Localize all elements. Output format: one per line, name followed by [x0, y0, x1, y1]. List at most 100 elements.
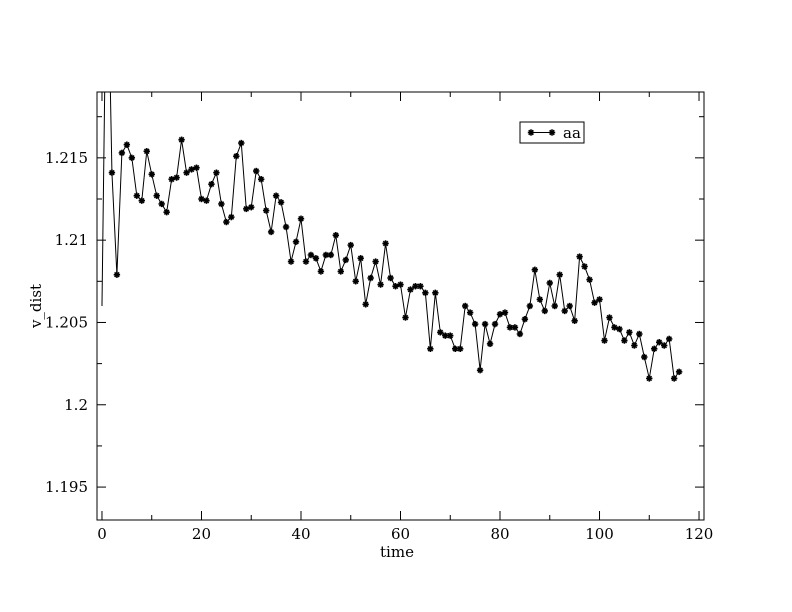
x-axis-label: time — [380, 543, 414, 561]
data-point — [422, 289, 429, 297]
data-point — [277, 199, 285, 206]
x-tick-label: 20 — [192, 525, 211, 543]
x-tick-label: 100 — [585, 525, 614, 543]
data-point — [332, 232, 340, 239]
x-tick-label: 0 — [97, 525, 107, 543]
data-point — [372, 258, 379, 265]
data-point — [173, 174, 180, 181]
data-point — [541, 307, 548, 315]
x-tick-label: 80 — [490, 525, 509, 543]
data-point — [188, 166, 195, 173]
data-point — [556, 271, 563, 278]
legend-marker — [527, 129, 535, 136]
data-point — [297, 215, 305, 222]
data-point — [158, 200, 165, 208]
data-point — [631, 342, 638, 349]
data-point — [203, 197, 210, 204]
data-point — [660, 342, 668, 349]
data-point — [193, 164, 200, 171]
data-point — [651, 345, 658, 352]
y-tick-label: 1.21 — [55, 231, 88, 249]
data-point — [272, 192, 280, 199]
data-point — [282, 223, 290, 231]
data-point — [133, 192, 141, 199]
data-point — [377, 281, 384, 288]
data-point — [148, 171, 155, 178]
data-point — [656, 339, 663, 346]
data-point — [641, 353, 648, 361]
data-point — [248, 204, 255, 211]
y-tick-label: 1.215 — [45, 149, 88, 167]
data-point — [397, 281, 404, 288]
data-point — [307, 251, 315, 259]
data-point — [208, 180, 215, 188]
data-point — [581, 263, 588, 270]
data-point — [253, 167, 260, 175]
data-point — [476, 367, 484, 374]
data-point — [486, 340, 494, 348]
x-tick-label: 40 — [291, 525, 310, 543]
data-point — [317, 268, 325, 275]
y-axis-label: v_dist — [27, 284, 45, 329]
data-point — [327, 251, 335, 259]
data-point — [367, 274, 374, 282]
data-point — [387, 274, 394, 282]
data-point — [576, 253, 583, 260]
legend-marker — [548, 129, 556, 136]
data-point — [143, 148, 150, 155]
data-point — [417, 283, 424, 290]
data-point — [571, 317, 578, 325]
data-point — [118, 149, 126, 157]
data-point — [491, 320, 499, 328]
data-point — [566, 302, 573, 310]
data-point — [153, 192, 160, 199]
data-point — [228, 213, 235, 221]
data-point — [183, 169, 190, 176]
data-point — [521, 315, 529, 323]
x-tick-label: 60 — [391, 525, 410, 543]
data-point — [198, 195, 205, 203]
data-point — [496, 311, 504, 318]
data-point — [621, 337, 628, 344]
data-point — [352, 278, 359, 285]
data-point — [312, 255, 320, 262]
data-point — [516, 330, 524, 338]
data-point — [432, 289, 439, 297]
data-point — [471, 320, 479, 328]
data-point — [337, 268, 344, 275]
series-layer — [101, 92, 683, 382]
data-point — [402, 314, 409, 321]
data-point — [626, 329, 633, 336]
data-point — [606, 314, 613, 321]
data-point — [243, 205, 250, 213]
data-point — [501, 309, 509, 316]
data-point — [551, 302, 558, 310]
plot-frame — [96, 91, 705, 521]
y-axis-ticks: 1.195 1.2 1.205 1.21 1.215 — [45, 116, 704, 496]
data-point — [347, 241, 354, 249]
data-point — [437, 329, 444, 336]
data-point — [113, 271, 121, 278]
x-tick-label: 120 — [685, 525, 714, 543]
data-point — [586, 276, 593, 283]
data-point — [128, 154, 136, 162]
y-tick-label: 1.195 — [45, 478, 88, 496]
y-tick-label: 1.2 — [64, 396, 88, 414]
data-point — [233, 153, 240, 160]
data-point — [302, 258, 310, 265]
data-point — [342, 256, 349, 264]
data-point — [646, 375, 653, 382]
data-point — [591, 299, 598, 306]
data-point — [262, 207, 270, 214]
data-point — [665, 335, 673, 343]
data-point — [596, 296, 603, 303]
data-point — [531, 266, 539, 273]
y-tick-label: 1.205 — [45, 313, 88, 331]
x-axis-ticks: 0 20 40 60 80 100 120 — [97, 92, 713, 543]
data-point — [442, 332, 449, 339]
data-point — [257, 176, 265, 183]
data-point — [526, 302, 534, 310]
data-point — [238, 139, 245, 147]
data-point — [427, 345, 434, 352]
data-point — [457, 345, 464, 352]
